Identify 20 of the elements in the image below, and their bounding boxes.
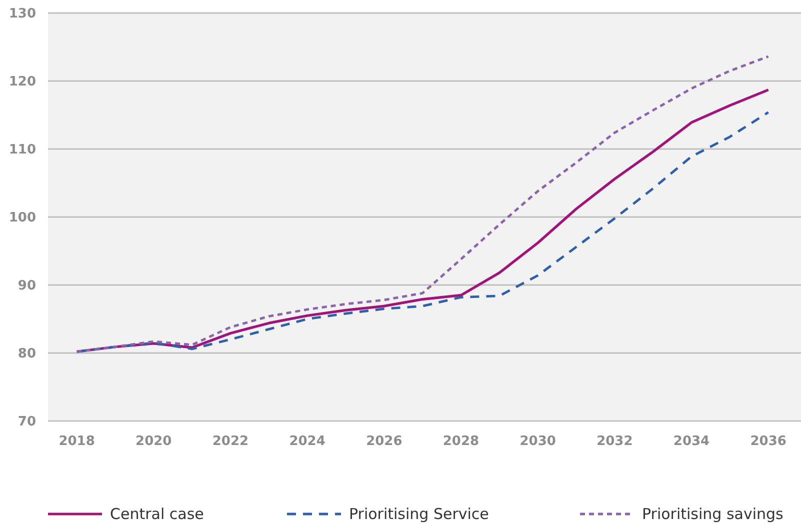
legend-label: Central case xyxy=(110,505,204,523)
x-tick-label: 2034 xyxy=(673,434,710,449)
y-tick-label: 100 xyxy=(8,210,36,226)
y-tick-label: 120 xyxy=(8,74,36,90)
x-tick-label: 2032 xyxy=(596,434,633,449)
y-tick-label: 80 xyxy=(18,346,36,362)
x-tick-label: 2022 xyxy=(212,434,249,449)
legend-label: Prioritising Service xyxy=(349,505,489,523)
y-tick-label: 70 xyxy=(18,414,36,430)
x-tick-label: 2020 xyxy=(136,434,172,449)
x-tick-label: 2036 xyxy=(750,434,786,449)
y-tick-label: 110 xyxy=(8,142,36,158)
x-tick-label: 2026 xyxy=(366,434,402,449)
x-tick-label: 2024 xyxy=(289,434,326,449)
y-tick-label: 130 xyxy=(8,6,36,22)
y-tick-label: 90 xyxy=(18,278,36,294)
x-tick-label: 2018 xyxy=(58,434,95,449)
x-tick-label: 2028 xyxy=(442,434,480,449)
x-tick-label: 2030 xyxy=(520,434,556,449)
legend-label: Prioritising savings xyxy=(642,505,784,523)
